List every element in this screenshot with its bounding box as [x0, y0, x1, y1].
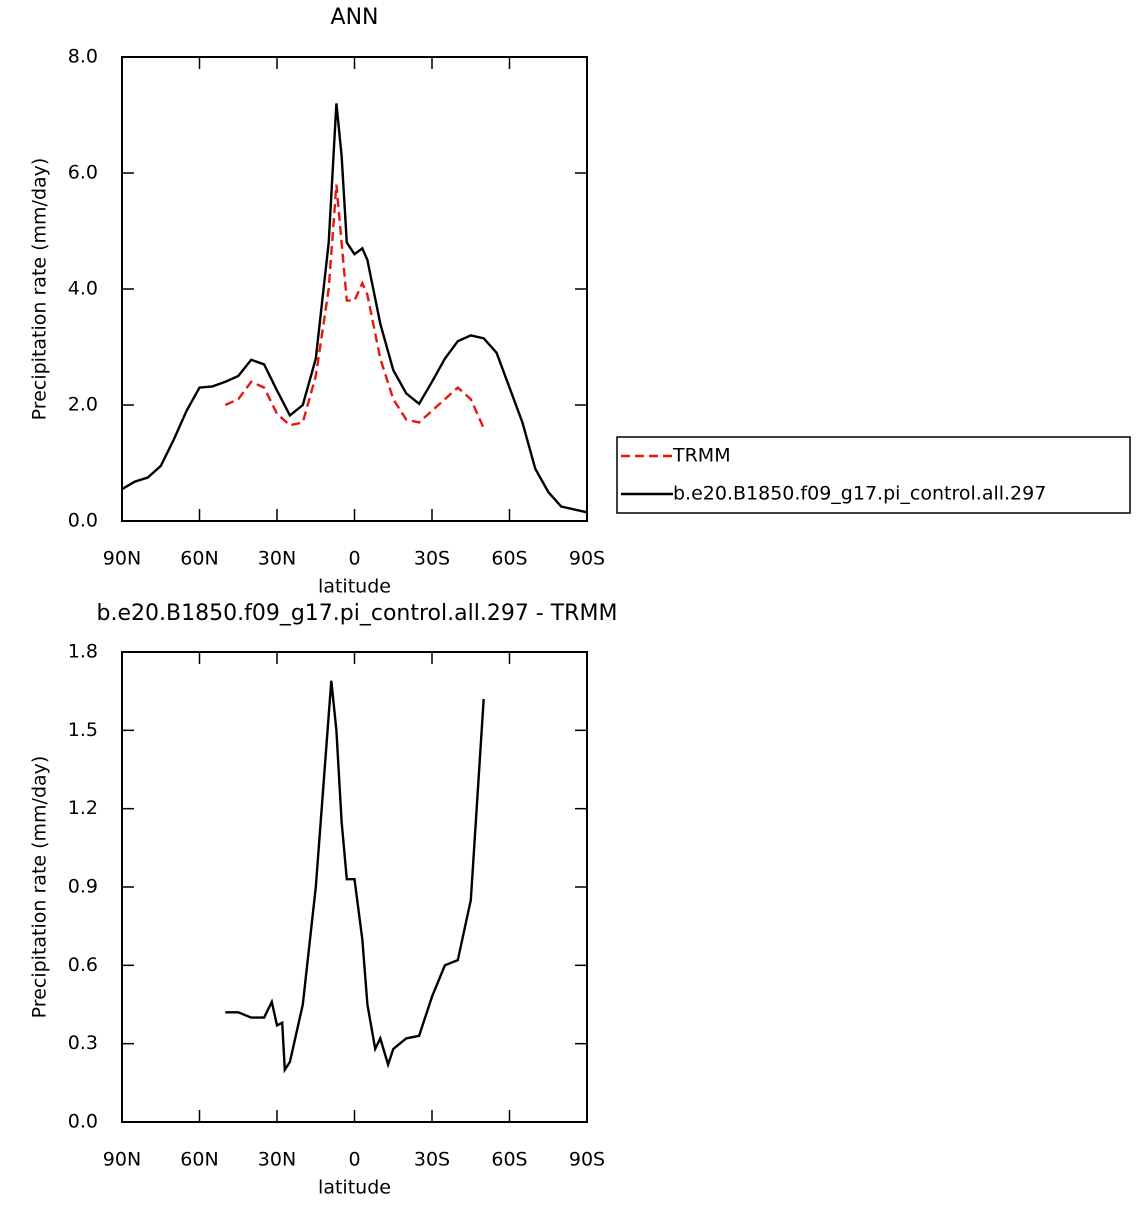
- y-tick-label: 1.5: [68, 719, 98, 741]
- x-axis-label: latitude: [318, 576, 391, 598]
- legend-label: b.e20.B1850.f09_g17.pi_control.all.297: [673, 483, 1046, 505]
- y-tick-label: 1.8: [68, 641, 98, 663]
- y-tick-label: 0.0: [68, 1111, 98, 1133]
- series-line: [121, 103, 588, 514]
- y-tick-label: 6.0: [68, 162, 98, 184]
- y-tick-label: 2.0: [68, 394, 98, 416]
- x-tick-label: 60N: [180, 548, 218, 570]
- y-axis-label: Precipitation rate (mm/day): [29, 756, 51, 1019]
- x-tick-label: 60S: [491, 1149, 527, 1171]
- y-tick-label: 8.0: [68, 46, 98, 68]
- x-tick-label: 60N: [180, 1149, 218, 1171]
- legend-label: TRMM: [672, 445, 731, 467]
- chart-title: ANN: [331, 5, 379, 30]
- y-axis-label: Precipitation rate (mm/day): [29, 158, 51, 421]
- y-tick-label: 0.9: [68, 876, 98, 898]
- y-tick-label: 0.3: [68, 1032, 98, 1054]
- series-line: [224, 184, 485, 429]
- x-tick-label: 90S: [569, 1149, 605, 1171]
- x-tick-label: 90N: [103, 548, 141, 570]
- chart-title: b.e20.B1850.f09_g17.pi_control.all.297 -…: [97, 601, 618, 626]
- plot-frame: [121, 651, 588, 1123]
- legend-box: [616, 436, 1131, 514]
- x-tick-label: 30S: [414, 1149, 450, 1171]
- plot-frame: [121, 56, 588, 522]
- x-tick-label: 90N: [103, 1149, 141, 1171]
- x-tick-label: 60S: [491, 548, 527, 570]
- y-tick-label: 4.0: [68, 278, 98, 300]
- x-tick-label: 30N: [258, 548, 296, 570]
- y-tick-label: 0.6: [68, 954, 98, 976]
- x-tick-label: 0: [348, 1149, 360, 1171]
- x-tick-label: 0: [348, 548, 360, 570]
- series-line: [225, 680, 485, 1074]
- x-tick-label: 30N: [258, 1149, 296, 1171]
- y-tick-label: 1.2: [68, 797, 98, 819]
- x-tick-label: 30S: [414, 548, 450, 570]
- x-tick-label: 90S: [569, 548, 605, 570]
- x-axis-label: latitude: [318, 1177, 391, 1199]
- y-tick-label: 0.0: [68, 510, 98, 532]
